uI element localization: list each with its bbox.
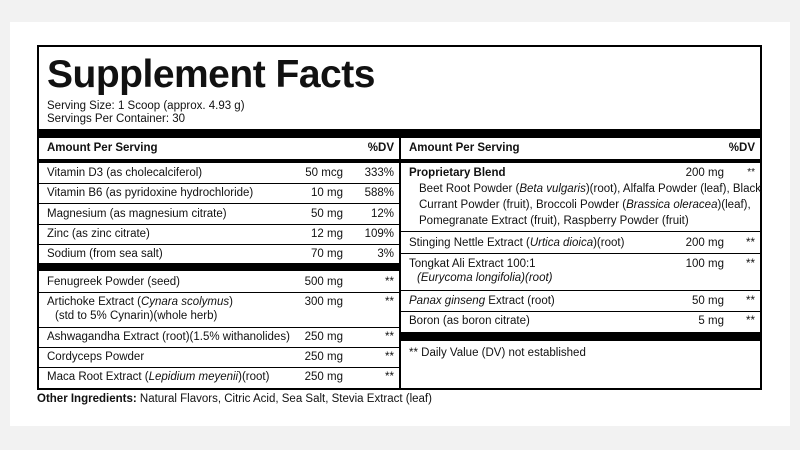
- ingredient-subtext: (std to 5% Cynarin)(whole herb): [55, 310, 218, 322]
- ingredient-dv: **: [746, 258, 755, 270]
- row-divider: [39, 367, 399, 368]
- supplement-facts-panel: Supplement Facts Serving Size: 1 Scoop (…: [37, 45, 762, 390]
- row-divider: [39, 203, 399, 204]
- servings-per-container: Servings Per Container: 30: [47, 113, 186, 125]
- row-divider: [401, 231, 760, 232]
- ingredient-amount: 200 mg: [685, 237, 724, 249]
- ingredient-amount: 50 mg: [692, 295, 724, 307]
- other-ingredients: Other Ingredients: Natural Flavors, Citr…: [37, 393, 432, 405]
- blend-name: Proprietary Blend: [409, 167, 506, 179]
- row-divider: [401, 253, 760, 254]
- ingredient-subtext: (Eurycoma longifolia)(root): [417, 272, 553, 284]
- ingredient-amount: 250 mg: [304, 371, 343, 383]
- ingredient-amount: 300 mg: [304, 296, 343, 308]
- page-title: Supplement Facts: [47, 53, 375, 96]
- ingredient-amount: 500 mg: [304, 276, 343, 288]
- nutrient-amount: 12 mg: [311, 228, 343, 240]
- nutrient-amount: 50 mcg: [305, 167, 343, 179]
- ingredient-dv: **: [746, 295, 755, 307]
- row-divider: [39, 347, 399, 348]
- nutrient-name: Magnesium (as magnesium citrate): [47, 208, 227, 220]
- ingredient-name: Ashwagandha Extract (root)(1.5% withanol…: [47, 331, 290, 343]
- ingredient-dv: **: [746, 237, 755, 249]
- nutrient-amount: 70 mg: [311, 248, 343, 260]
- thick-divider: [39, 129, 760, 138]
- blend-dv: **: [747, 167, 755, 178]
- ingredient-name: Maca Root Extract (Lepidium meyenii)(roo…: [47, 371, 270, 383]
- ingredient-name: Fenugreek Powder (seed): [47, 276, 180, 288]
- ingredient-dv: **: [746, 315, 755, 327]
- thick-divider: [39, 263, 399, 271]
- ingredient-name: Boron (as boron citrate): [409, 315, 530, 327]
- ingredient-dv: **: [385, 371, 394, 383]
- row-divider: [401, 290, 760, 291]
- ingredient-name: Tongkat Ali Extract 100:1: [409, 258, 536, 270]
- ingredient-dv: **: [385, 351, 394, 363]
- blend-amount: 200 mg: [685, 167, 724, 179]
- ingredient-name: Panax ginseng Extract (root): [409, 295, 555, 307]
- other-ingredients-label: Other Ingredients:: [37, 393, 137, 405]
- nutrient-amount: 50 mg: [311, 208, 343, 220]
- ingredient-dv: **: [385, 276, 394, 288]
- ingredient-amount: 5 mg: [698, 315, 724, 327]
- row-divider: [39, 224, 399, 225]
- ingredient-amount: 250 mg: [304, 351, 343, 363]
- nutrient-dv: 109%: [364, 228, 394, 240]
- ingredient-amount: 250 mg: [304, 331, 343, 343]
- left-header-bar: [39, 159, 399, 163]
- right-header-bar: [401, 159, 760, 163]
- serving-info: Serving Size: 1 Scoop (approx. 4.93 g) S…: [47, 100, 245, 126]
- ingredient-amount: 100 mg: [685, 258, 724, 270]
- right-amount-header: Amount Per Serving: [409, 142, 520, 154]
- footnote: ** Daily Value (DV) not established: [409, 347, 586, 359]
- right-dv-header: %DV: [728, 142, 755, 154]
- nutrient-dv: 588%: [364, 187, 394, 199]
- ingredient-name: Cordyceps Powder: [47, 351, 145, 363]
- ingredient-name: Stinging Nettle Extract (Urtica dioica)(…: [409, 237, 625, 249]
- nutrient-dv: 3%: [377, 248, 394, 260]
- ingredient-dv: **: [385, 331, 394, 343]
- nutrient-dv: 12%: [370, 208, 394, 220]
- serving-size: Serving Size: 1 Scoop (approx. 4.93 g): [47, 100, 245, 112]
- row-divider: [39, 244, 399, 245]
- thick-divider: [401, 332, 760, 341]
- row-divider: [39, 183, 399, 184]
- row-divider: [39, 292, 399, 293]
- nutrient-name: Vitamin D3 (as cholecalciferol): [47, 167, 203, 179]
- nutrient-name: Vitamin B6 (as pyridoxine hydrochloride): [47, 187, 254, 199]
- nutrient-amount: 10 mg: [311, 187, 343, 199]
- left-dv-header: %DV: [367, 142, 394, 154]
- nutrient-dv: 333%: [364, 167, 394, 179]
- nutrient-name: Sodium (from sea salt): [47, 248, 163, 260]
- blend-line: Pomegranate Extract (fruit), Raspberry P…: [419, 215, 689, 227]
- row-divider: [401, 311, 760, 312]
- other-ingredients-text: Natural Flavors, Citric Acid, Sea Salt, …: [136, 393, 432, 405]
- row-divider: [39, 327, 399, 328]
- column-divider: [399, 138, 401, 388]
- blend-line: Beet Root Powder (Beta vulgaris)(root), …: [419, 183, 761, 195]
- ingredient-dv: **: [385, 296, 394, 308]
- left-amount-header: Amount Per Serving: [47, 142, 158, 154]
- blend-line: Currant Powder (fruit), Broccoli Powder …: [419, 199, 751, 211]
- nutrient-name: Zinc (as zinc citrate): [47, 228, 150, 240]
- ingredient-name: Artichoke Extract (Cynara scolymus): [47, 296, 233, 308]
